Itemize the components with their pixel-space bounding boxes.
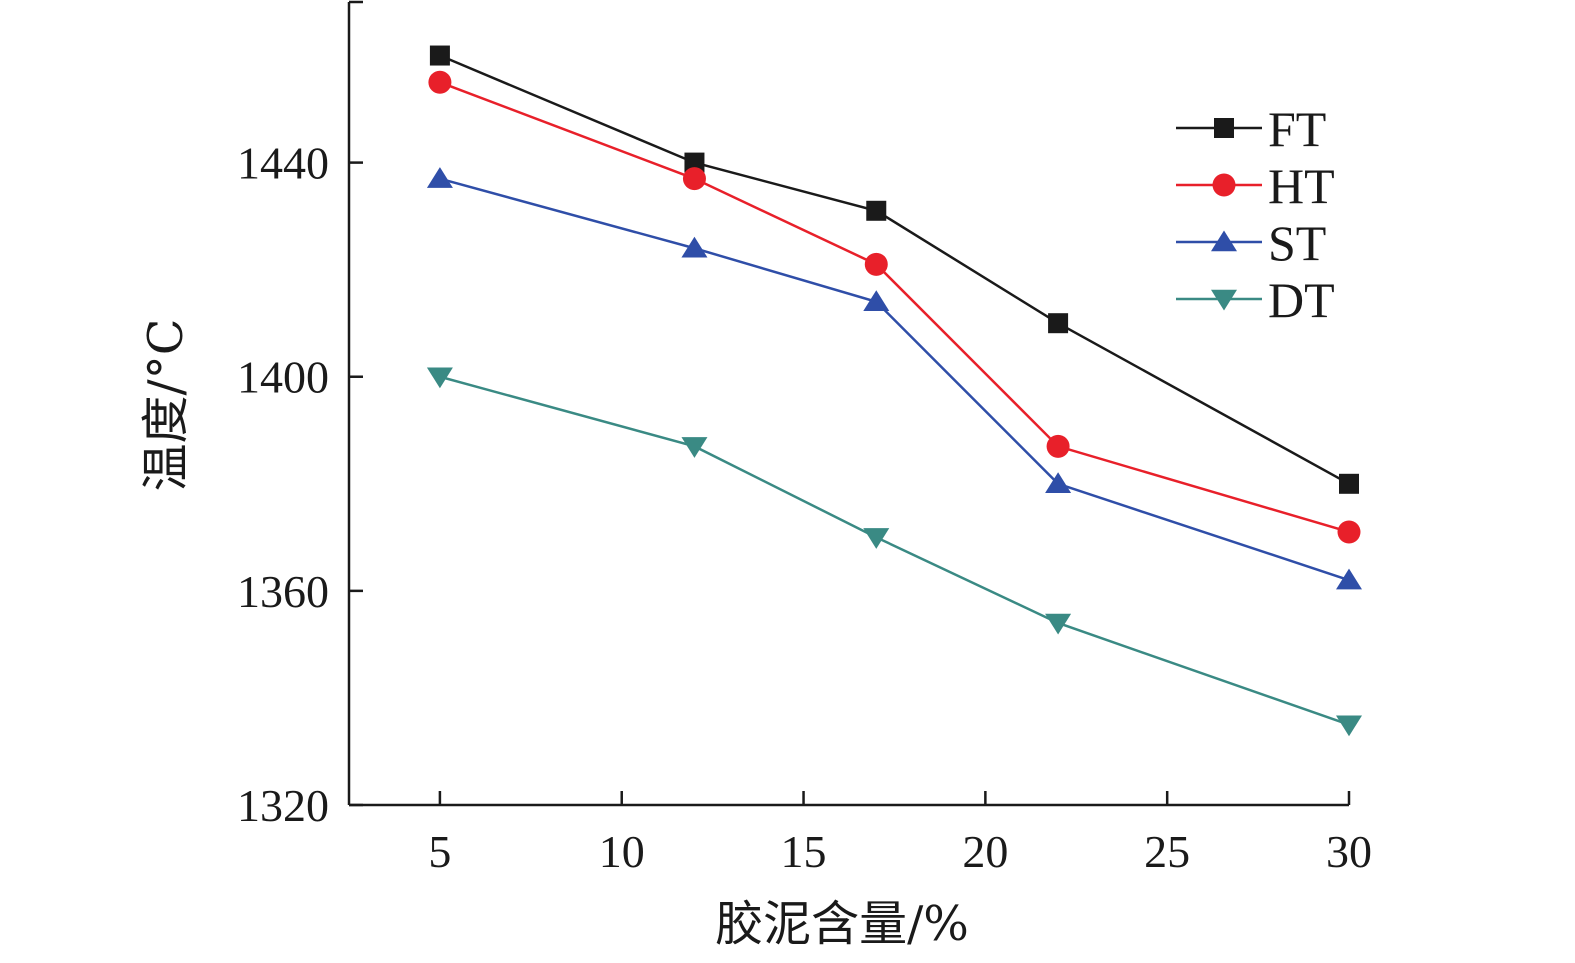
legend-label: DT <box>1268 272 1335 328</box>
data-point-ht <box>682 167 706 191</box>
data-point-st <box>426 167 453 188</box>
x-tick-label: 5 <box>428 826 451 877</box>
data-point-ht <box>1046 434 1070 458</box>
data-point-dt <box>1045 613 1072 635</box>
data-point-dt <box>681 437 708 458</box>
data-point-ht <box>428 70 452 94</box>
legend-label: ST <box>1268 215 1326 271</box>
data-point-dt <box>863 528 890 549</box>
legend-marker <box>1212 173 1236 197</box>
axes: 1320 1360 1400 1440 5 10 15 20 25 30 <box>237 0 1372 877</box>
legend-item-ft: FT <box>1176 101 1326 157</box>
data-point-ht <box>864 252 888 276</box>
series-dt <box>426 367 1362 737</box>
legend-item-dt: DT <box>1176 272 1335 328</box>
data-point-ft <box>429 45 450 66</box>
y-tick-label: 1440 <box>237 138 329 189</box>
y-tick-label: 1320 <box>237 780 329 831</box>
data-point-ht <box>1337 520 1361 544</box>
legend-item-ht: HT <box>1176 158 1335 214</box>
data-point-dt <box>1336 715 1362 737</box>
x-tick-label: 15 <box>781 826 827 877</box>
data-point-st <box>1336 568 1362 590</box>
series-line-dt <box>439 375 1350 726</box>
legend-marker <box>1211 289 1237 311</box>
data-point-st <box>681 236 708 258</box>
legend-label: HT <box>1268 158 1335 214</box>
data-point-ft <box>866 200 887 221</box>
legend-marker <box>1211 230 1237 252</box>
legend-item-st: ST <box>1176 215 1326 271</box>
x-axis-title: 胶泥含量/% <box>715 896 969 952</box>
x-tick-label: 25 <box>1144 826 1190 877</box>
series-line-st <box>439 177 1350 582</box>
series-ht <box>428 70 1361 544</box>
series-st <box>426 167 1362 590</box>
data-point-st <box>1045 472 1072 493</box>
series-line-ht <box>439 81 1350 534</box>
data-point-ft <box>684 152 705 173</box>
y-tick-label: 1400 <box>237 352 329 403</box>
legend-label: FT <box>1268 101 1326 157</box>
series-ft <box>429 45 1359 494</box>
y-axis-title: 温度/°C <box>138 319 194 492</box>
series-line-ft <box>439 54 1350 485</box>
data-point-ft <box>1048 313 1069 334</box>
data-point-st <box>863 290 890 311</box>
legend-marker <box>1214 118 1234 138</box>
series-layer <box>426 45 1362 737</box>
x-tick-label: 30 <box>1326 826 1372 877</box>
y-tick-label: 1360 <box>237 566 329 617</box>
x-tick-label: 10 <box>599 826 645 877</box>
data-point-dt <box>426 367 453 389</box>
data-point-ft <box>1339 473 1359 494</box>
x-tick-label: 20 <box>962 826 1008 877</box>
